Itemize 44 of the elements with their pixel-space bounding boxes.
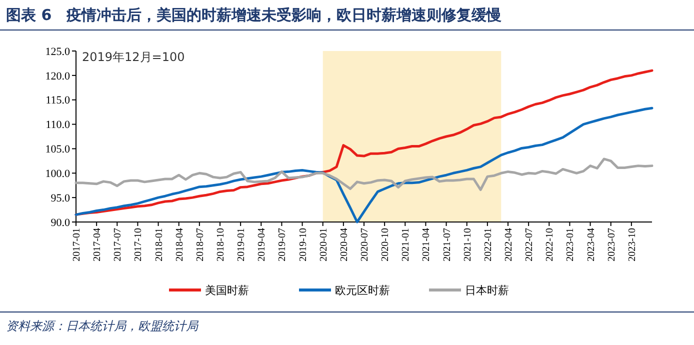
x-tick-label: 2019-01: [236, 228, 248, 262]
x-tick-label: 2020-07: [360, 228, 370, 262]
x-tick-label: 2022-04: [504, 228, 514, 262]
x-tick-label: 2023-04: [586, 228, 597, 262]
x-tick-label: 2018-04: [174, 228, 186, 262]
y-tick-label: 115.0: [46, 94, 70, 107]
x-tick-label: 2022-01: [482, 228, 494, 262]
x-tick-label: 2020-04: [338, 228, 350, 262]
x-tick-label: 2021-10: [462, 228, 474, 262]
y-tick-label: 125.0: [45, 46, 70, 58]
legend-label: 日本时薪: [465, 284, 509, 297]
x-tick-label: 2021-07: [442, 228, 453, 262]
y-tick-label: 120.0: [45, 70, 70, 82]
x-tick-label: 2023-07: [606, 228, 618, 262]
y-tick-label: 100.0: [45, 168, 70, 180]
y-tick-label: 95.0: [50, 192, 70, 204]
y-tick-label: 90.0: [50, 216, 70, 229]
x-tick-label: 2018-07: [194, 228, 206, 262]
x-tick-label: 2019-10: [298, 228, 309, 262]
line-series: [74, 158, 654, 192]
x-tick-label: 2021-04: [421, 228, 432, 262]
x-tick-label: 2022-07: [524, 228, 536, 262]
x-tick-label: 2018-10: [216, 228, 226, 262]
y-tick-label: 105.0: [45, 144, 70, 156]
x-tick-label: 2022-10: [544, 228, 556, 262]
line-series: [74, 69, 654, 216]
x-tick-label: 2023-01: [565, 228, 576, 262]
legend-label: 美国时薪: [205, 284, 249, 297]
x-tick-label: 2017-04: [92, 228, 104, 262]
x-tick-label: 2023-10: [626, 228, 638, 262]
x-tick-label: 2020-10: [380, 228, 392, 262]
chart-title: 图表 6 疫情冲击后，美国的时薪增速未受影响，欧日时薪增速则修复缓慢: [6, 6, 502, 24]
text: 资料来源：日本统计局，欧盟统计局: [6, 319, 199, 333]
x-tick-label: 2017-07: [112, 228, 124, 262]
annotation: 2019年12月=100: [82, 50, 185, 64]
legend-label: 欧元区时薪: [335, 284, 390, 297]
x-tick-label: 2017-10: [133, 228, 144, 262]
x-tick-label: 2018-01: [154, 228, 165, 262]
x-tick-label: 2019-04: [256, 228, 268, 262]
x-tick-label: 2021-01: [400, 228, 412, 262]
y-tick-label: 110.0: [46, 119, 70, 132]
x-tick-label: 2019-07: [277, 228, 288, 262]
x-tick-label: 2017-01: [72, 228, 82, 262]
x-tick-label: 2020-01: [318, 228, 330, 262]
